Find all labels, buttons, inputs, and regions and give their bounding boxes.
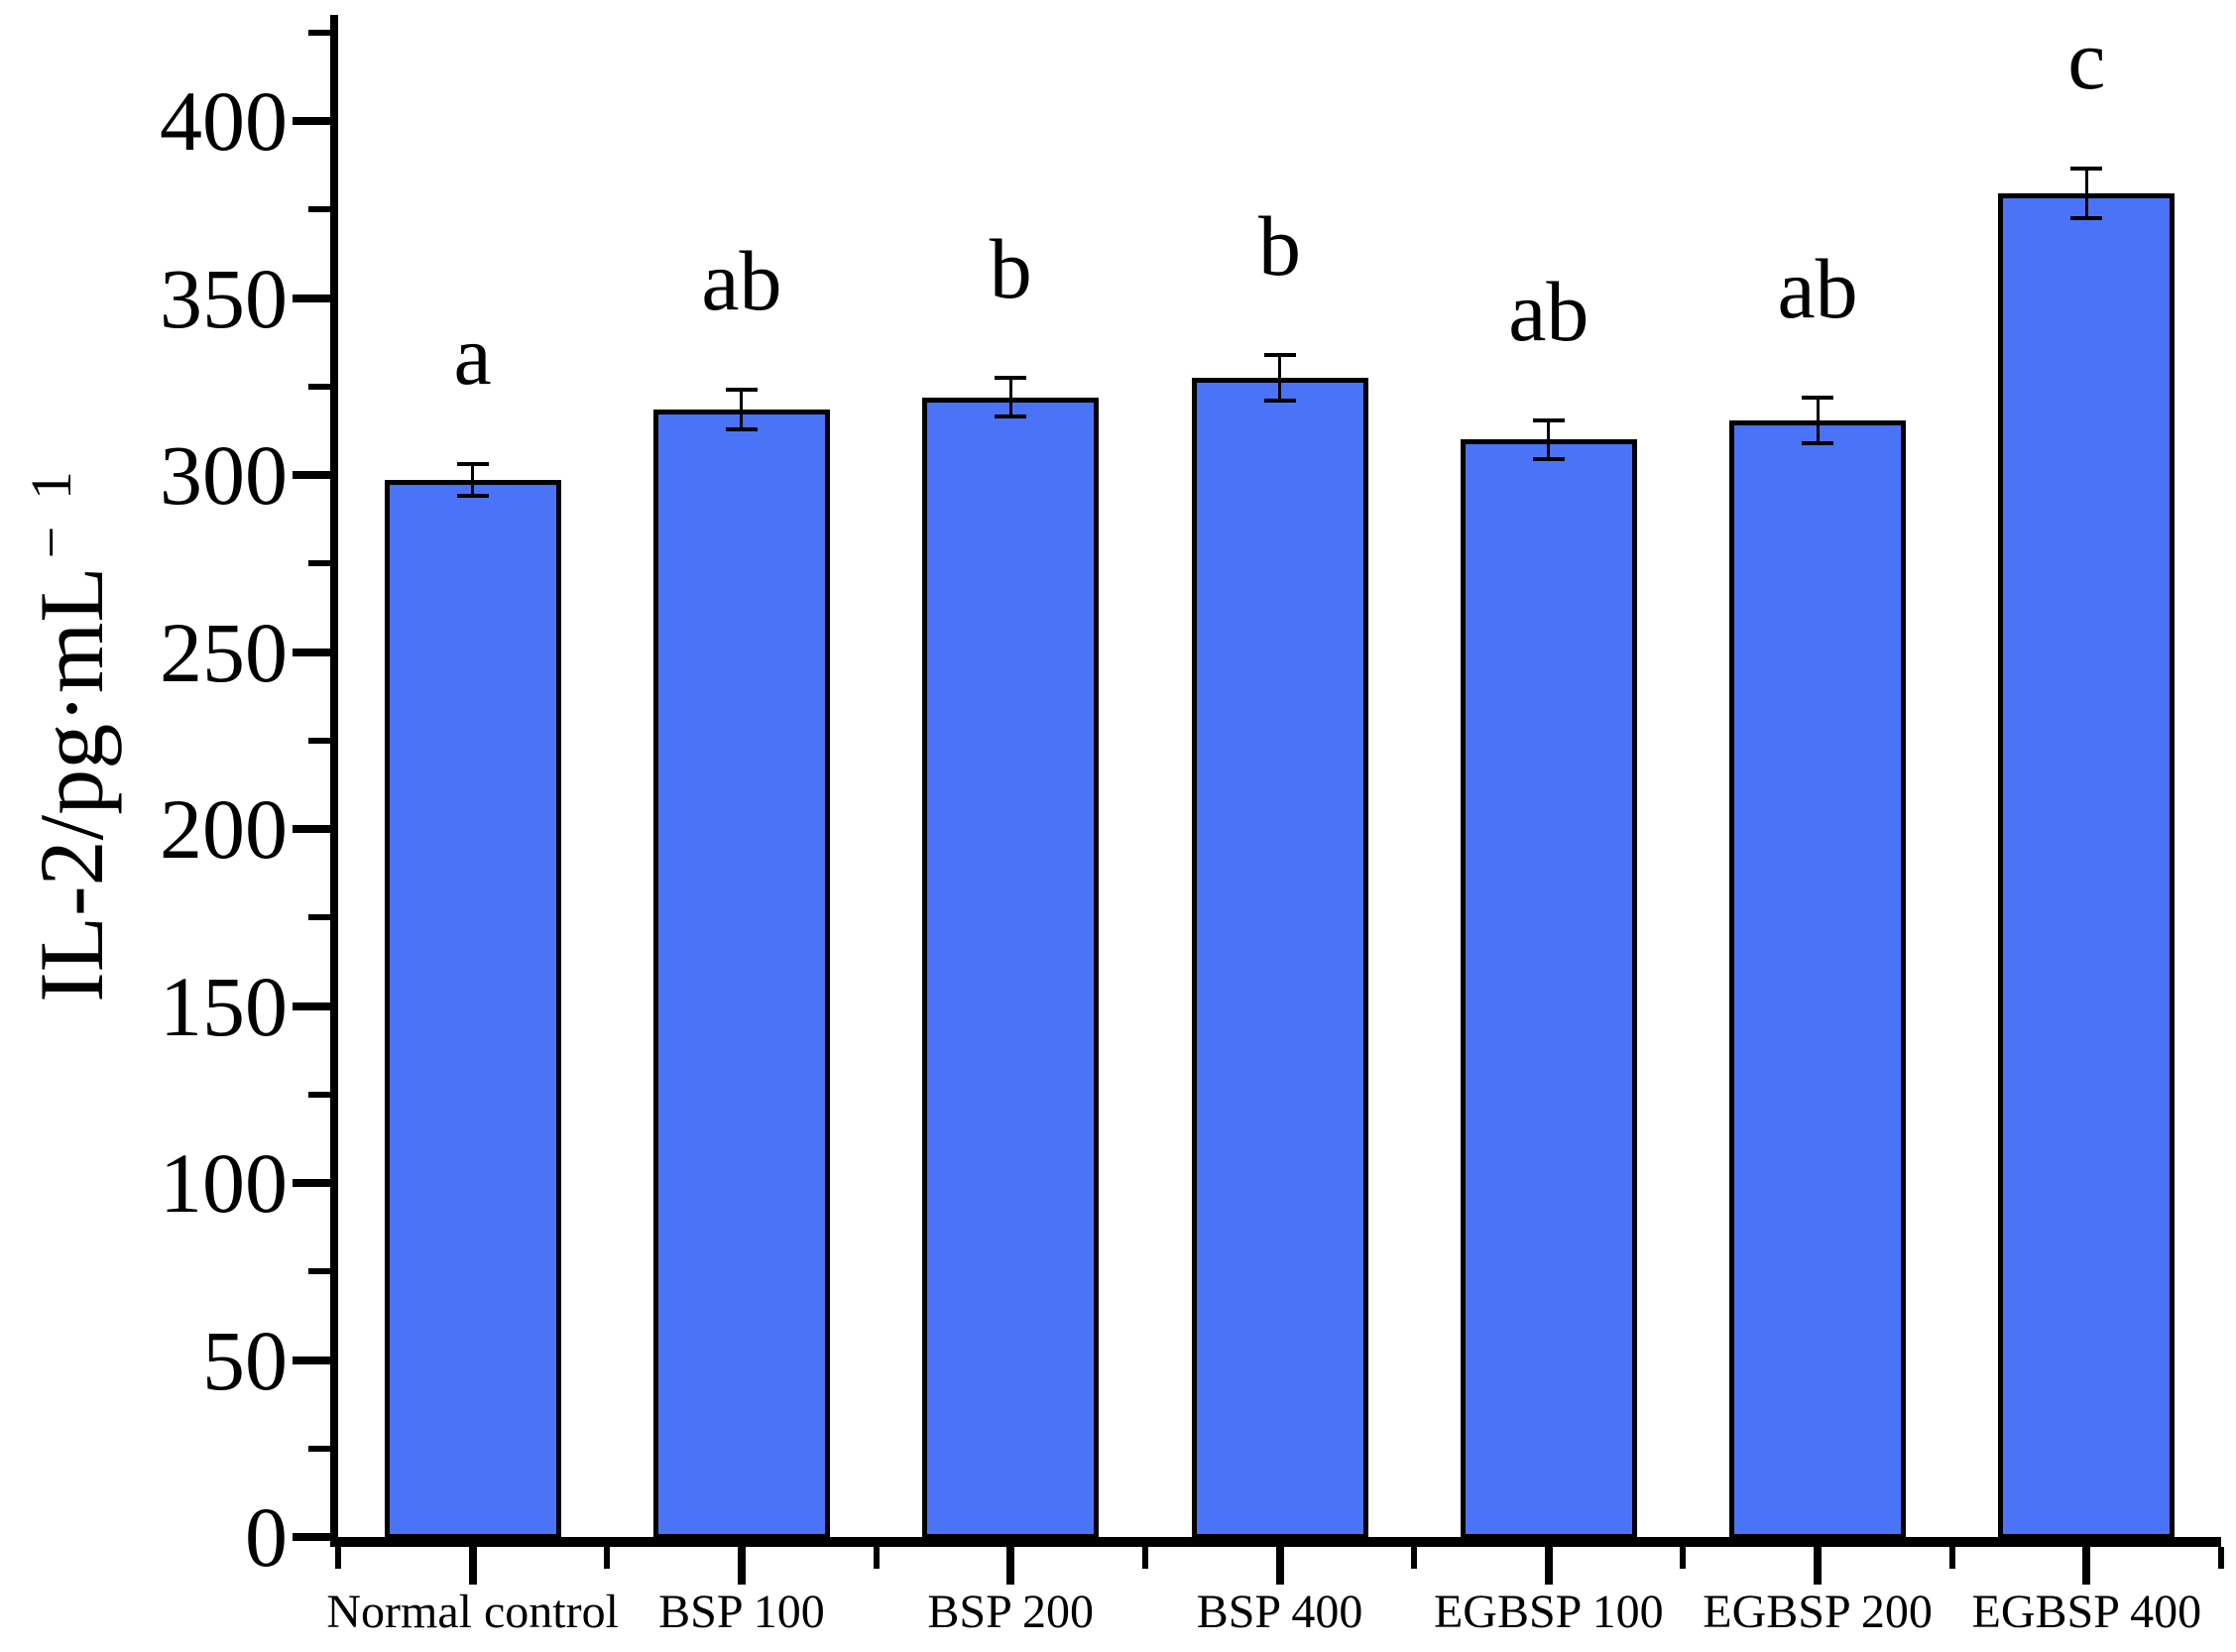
x-minor-tick — [1680, 1547, 1687, 1569]
y-major-tick — [293, 1533, 330, 1541]
y-tick-label: 150 — [160, 958, 288, 1054]
error-bar-line — [471, 464, 475, 497]
x-minor-tick — [873, 1547, 880, 1569]
error-bar-cap-bottom — [1263, 399, 1296, 404]
x-category-label: Normal control — [326, 1586, 619, 1638]
x-minor-tick — [1141, 1547, 1148, 1569]
y-major-tick — [293, 1002, 330, 1010]
error-bar-cap-top — [1263, 352, 1296, 357]
y-major-tick — [293, 1179, 330, 1188]
y-tick-label: 50 — [202, 1312, 288, 1408]
y-minor-tick — [308, 1091, 330, 1098]
x-major-tick — [1275, 1547, 1284, 1585]
x-major-tick — [2082, 1547, 2091, 1585]
x-minor-tick — [2218, 1547, 2224, 1569]
error-bar-cap-bottom — [1532, 457, 1565, 461]
x-major-tick — [1814, 1547, 1823, 1585]
bar — [1191, 377, 1368, 1539]
significance-letter: ab — [1508, 263, 1589, 359]
error-bar-cap-bottom — [456, 494, 489, 499]
y-major-tick — [293, 648, 330, 656]
y-tick-label: 200 — [160, 781, 288, 878]
y-minor-tick — [308, 737, 330, 744]
error-bar-line — [1278, 354, 1281, 402]
error-bar-cap-top — [995, 375, 1027, 380]
error-bar-cap-top — [1802, 395, 1834, 400]
error-bar-cap-bottom — [2070, 216, 2103, 221]
significance-letter: b — [1258, 197, 1301, 294]
error-bar-line — [1547, 419, 1551, 459]
y-minor-tick — [308, 1445, 330, 1452]
error-bar-cap-top — [725, 388, 758, 393]
bar — [922, 397, 1100, 1539]
x-category-label: BSP 400 — [1196, 1586, 1363, 1638]
y-tick-label: 0 — [245, 1489, 288, 1585]
y-tick-label: 100 — [160, 1135, 288, 1232]
y-tick-label: 350 — [160, 250, 288, 346]
y-major-tick — [293, 117, 330, 126]
x-major-tick — [1544, 1547, 1553, 1585]
y-tick-label: 250 — [160, 604, 288, 700]
y-minor-tick — [308, 383, 330, 390]
x-minor-tick — [1411, 1547, 1418, 1569]
error-bar-line — [1816, 397, 1820, 443]
y-major-tick — [293, 1356, 330, 1364]
significance-letter: a — [453, 307, 492, 404]
y-axis-line — [330, 15, 338, 1547]
significance-letter: c — [2067, 12, 2106, 108]
x-minor-tick — [335, 1547, 341, 1569]
significance-letter: ab — [701, 233, 782, 329]
y-major-tick — [293, 471, 330, 480]
error-bar-line — [1008, 377, 1012, 417]
x-category-label: EGBSP 400 — [1971, 1586, 2202, 1638]
x-major-tick — [737, 1547, 746, 1585]
y-major-tick — [293, 294, 330, 302]
x-major-tick — [1006, 1547, 1015, 1585]
x-category-label: BSP 100 — [658, 1586, 825, 1638]
error-bar-cap-bottom — [1802, 440, 1834, 445]
significance-letter: ab — [1777, 240, 1858, 336]
y-tick-label: 300 — [160, 427, 288, 524]
significance-letter: b — [989, 220, 1032, 316]
error-bar-cap-bottom — [995, 414, 1027, 419]
y-minor-tick — [308, 914, 330, 921]
bar — [1460, 439, 1637, 1539]
y-minor-tick — [308, 560, 330, 567]
y-minor-tick — [308, 29, 330, 36]
x-axis-line — [330, 1537, 2221, 1547]
x-category-label: BSP 200 — [927, 1586, 1095, 1638]
x-category-label: EGBSP 100 — [1433, 1586, 1664, 1638]
error-bar-cap-bottom — [725, 426, 758, 431]
error-bar-line — [2084, 169, 2088, 219]
y-minor-tick — [308, 1268, 330, 1275]
x-minor-tick — [604, 1547, 611, 1569]
bar — [384, 480, 561, 1539]
x-minor-tick — [1948, 1547, 1955, 1569]
x-category-label: EGBSP 200 — [1703, 1586, 1933, 1638]
bar — [652, 410, 830, 1539]
x-major-tick — [468, 1547, 477, 1585]
bar — [1729, 419, 1907, 1539]
error-bar-cap-top — [2070, 167, 2103, 172]
y-major-tick — [293, 825, 330, 834]
error-bar-cap-top — [456, 462, 489, 467]
y-tick-label: 400 — [160, 73, 288, 170]
bar — [1998, 193, 2176, 1539]
error-bar-cap-top — [1532, 417, 1565, 422]
y-minor-tick — [308, 206, 330, 213]
error-bar-line — [740, 390, 744, 429]
